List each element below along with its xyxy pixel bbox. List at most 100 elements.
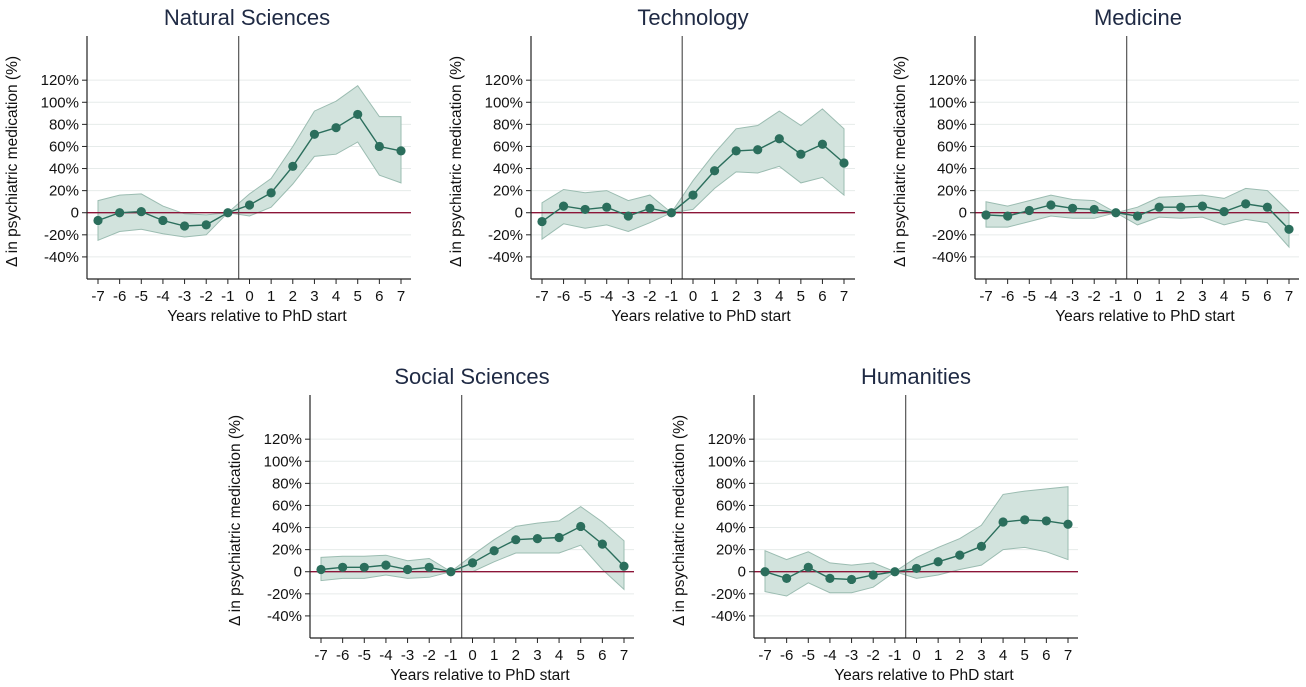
x-tick-label: -7 — [314, 647, 327, 664]
data-point — [396, 146, 406, 156]
x-tick-label: -1 — [221, 288, 234, 305]
x-tick-label: 3 — [977, 647, 985, 664]
x-tick-label: 1 — [710, 288, 718, 305]
x-tick-label: -4 — [823, 647, 836, 664]
data-point — [782, 573, 792, 583]
data-point — [868, 570, 878, 580]
y-tick-label: 60% — [272, 497, 302, 514]
data-point — [223, 208, 233, 218]
data-point — [597, 539, 607, 549]
data-point — [576, 521, 586, 532]
x-tick-label: 4 — [332, 288, 340, 305]
y-tick-label: 40% — [49, 161, 79, 178]
data-point — [825, 573, 835, 583]
x-tick-label: 3 — [533, 647, 541, 664]
y-tick-label: -20% — [44, 227, 79, 244]
x-tick-label: -5 — [358, 647, 371, 664]
y-tick-label: 20% — [493, 183, 523, 200]
x-tick-label: 7 — [397, 288, 405, 305]
y-tick-label: 20% — [937, 183, 967, 200]
y-axis-label: Δ in psychiatric medication (%) — [4, 56, 21, 267]
x-tick-label: -1 — [888, 647, 901, 664]
x-tick-label: 7 — [1064, 647, 1072, 664]
data-point — [244, 200, 255, 210]
data-point — [1111, 208, 1121, 218]
x-tick-label: 2 — [289, 288, 297, 305]
x-tick-label: 1 — [1155, 288, 1163, 305]
y-axis-label: Δ in psychiatric medication (%) — [671, 415, 688, 626]
x-tick-label: 5 — [797, 288, 805, 305]
data-point — [1197, 201, 1208, 211]
x-tick-label: -2 — [423, 647, 436, 664]
panel-title: Technology — [637, 5, 748, 30]
data-point — [489, 546, 499, 556]
x-tick-label: 7 — [1285, 288, 1293, 305]
x-tick-label: 0 — [689, 288, 697, 305]
data-point — [645, 203, 655, 213]
confidence-band — [541, 108, 845, 241]
data-point — [1241, 199, 1251, 209]
x-tick-label: 2 — [1177, 288, 1185, 305]
y-tick-label: 120% — [708, 431, 746, 448]
data-point — [666, 208, 677, 218]
x-tick-label: 7 — [840, 288, 848, 305]
data-point — [760, 567, 770, 577]
y-tick-label: 40% — [937, 161, 967, 178]
data-point — [266, 188, 276, 198]
data-point — [1089, 204, 1099, 215]
data-point — [558, 201, 569, 211]
data-point — [93, 215, 103, 226]
data-point — [115, 208, 125, 218]
y-tick-label: 100% — [929, 94, 967, 111]
data-point — [981, 210, 991, 220]
chart-panel-3: -40%-20%020%40%60%80%100%120%-7 -6 -5 -4 -3-… — [892, 5, 1299, 325]
x-tick-label: -5 — [135, 288, 148, 305]
x-tick-label: -3 — [845, 647, 858, 664]
data-point — [179, 221, 190, 231]
x-tick-label: -4 — [1044, 288, 1057, 305]
y-tick-label: -40% — [711, 608, 746, 625]
y-tick-label: -40% — [488, 249, 523, 266]
y-tick-label: 0 — [71, 205, 79, 222]
x-tick-label: -6 — [336, 647, 349, 664]
x-axis-label: Years relative to PhD start — [1055, 308, 1235, 325]
data-point — [467, 558, 478, 568]
data-point — [774, 134, 784, 144]
x-tick-label: 3 — [1198, 288, 1206, 305]
x-tick-label: -7 — [979, 288, 992, 305]
y-tick-label: 120% — [485, 72, 523, 89]
data-point — [309, 129, 320, 139]
x-axis-label: Years relative to PhD start — [834, 667, 1014, 684]
y-tick-label: 120% — [264, 431, 302, 448]
x-tick-label: 1 — [934, 647, 942, 664]
confidence-band — [320, 505, 625, 591]
data-point — [1020, 515, 1030, 525]
y-tick-label: -40% — [932, 249, 967, 266]
x-tick-label: -2 — [200, 288, 213, 305]
x-axis-label: Years relative to PhD start — [390, 667, 570, 684]
y-tick-label: 120% — [929, 72, 967, 89]
x-tick-label: -2 — [643, 288, 656, 305]
data-point — [353, 109, 363, 120]
y-tick-label: 120% — [41, 72, 79, 89]
y-tick-label: 60% — [493, 138, 523, 155]
data-point — [1219, 207, 1229, 217]
x-tick-label: -7 — [758, 647, 771, 664]
y-axis-label: Δ in psychiatric medication (%) — [892, 56, 909, 267]
data-point — [288, 161, 298, 171]
x-tick-label: 6 — [1042, 647, 1050, 664]
x-tick-label: 1 — [490, 647, 498, 664]
x-tick-label: 5 — [1021, 647, 1029, 664]
x-tick-label: -3 — [622, 288, 635, 305]
data-point — [731, 146, 741, 156]
x-tick-label: -2 — [1088, 288, 1101, 305]
confidence-band — [97, 84, 402, 242]
x-tick-label: 6 — [818, 288, 826, 305]
x-tick-label: 4 — [1220, 288, 1228, 305]
panel-title: Natural Sciences — [164, 5, 330, 30]
x-tick-label: 6 — [1263, 288, 1271, 305]
x-tick-label: 6 — [598, 647, 606, 664]
x-tick-label: 2 — [732, 288, 740, 305]
x-tick-label: 3 — [310, 288, 318, 305]
